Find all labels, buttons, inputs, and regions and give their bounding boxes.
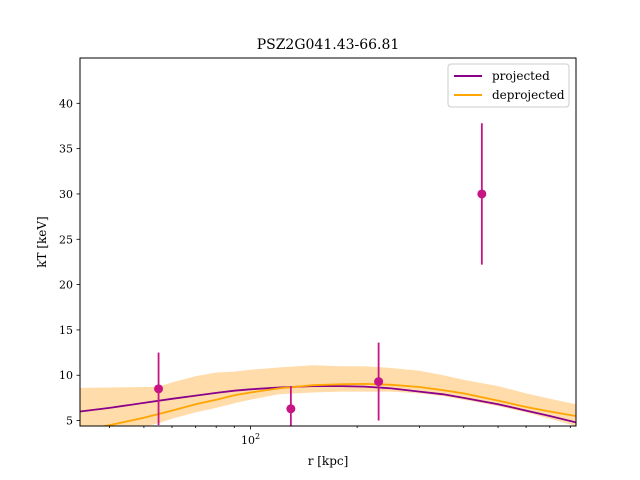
data-point [286,404,296,414]
legend-label-projected: projected [492,69,550,83]
x-tick-label: 102 [241,432,260,447]
y-tick-label: 40 [59,97,73,110]
y-tick-label: 35 [59,143,73,156]
x-axis-ticks: 102 [109,426,571,447]
data-points-layer [154,123,487,426]
y-tick-label: 10 [59,369,73,382]
plot-area-frame [79,57,577,427]
y-axis-ticks: 5 10 15 20 25 30 35 40 [59,97,80,428]
x-axis-label: r [kpc] [308,454,349,468]
y-tick-label: 30 [59,188,73,201]
legend-label-deprojected: deprojected [492,88,565,102]
y-tick-label: 25 [59,233,73,246]
data-point [477,189,487,199]
deprojected-band [80,365,576,426]
y-axis-label: kT [keV] [35,216,49,268]
legend-box [447,63,570,108]
y-tick-label: 20 [59,279,73,292]
data-point [374,377,384,387]
data-point [154,384,164,394]
confidence-band-layer [80,365,576,426]
legend: projected deprojected [447,63,570,108]
series-lines-layer [80,382,576,426]
y-tick-label: 5 [66,415,73,428]
y-tick-label: 15 [59,324,73,337]
series-line-deprojected [99,382,576,426]
chart-title: PSZ2G041.43-66.81 [257,37,400,53]
series-line-projected [80,385,576,424]
